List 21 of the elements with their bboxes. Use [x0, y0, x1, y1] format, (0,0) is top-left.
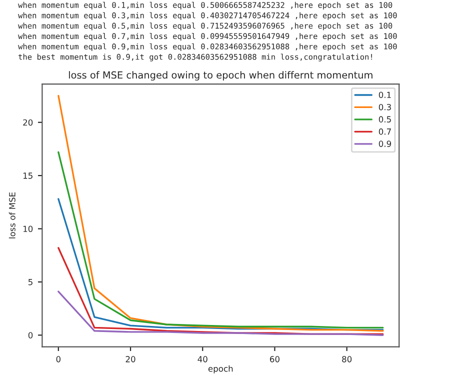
legend-label: 0.9 [378, 140, 392, 147]
legend-label: 0.7 [378, 128, 391, 135]
line-series [58, 198, 384, 331]
y-tick-label: 15 [23, 172, 32, 179]
y-tick-label: 5 [28, 279, 32, 286]
x-axis-title: epoch [208, 365, 233, 374]
x-tick-label: 20 [126, 356, 136, 362]
y-tick-label: 0 [28, 332, 33, 338]
legend-label: 0.1 [378, 92, 391, 98]
x-tick-label: 60 [270, 356, 280, 362]
y-tick-label: 10 [23, 226, 33, 232]
x-tick-label: 40 [198, 356, 208, 362]
x-tick-label: 80 [342, 356, 352, 362]
legend-label: 0.5 [378, 116, 391, 122]
x-tick-label: 0 [56, 356, 61, 362]
y-axis-title: loss of MSE [8, 192, 16, 238]
line-series [58, 151, 384, 329]
y-tick-label: 20 [23, 119, 33, 126]
chart-title: loss of MSE changed owing to epoch when differnt momentum [68, 71, 372, 81]
legend-label: 0.3 [378, 104, 391, 110]
line-series [58, 290, 384, 336]
